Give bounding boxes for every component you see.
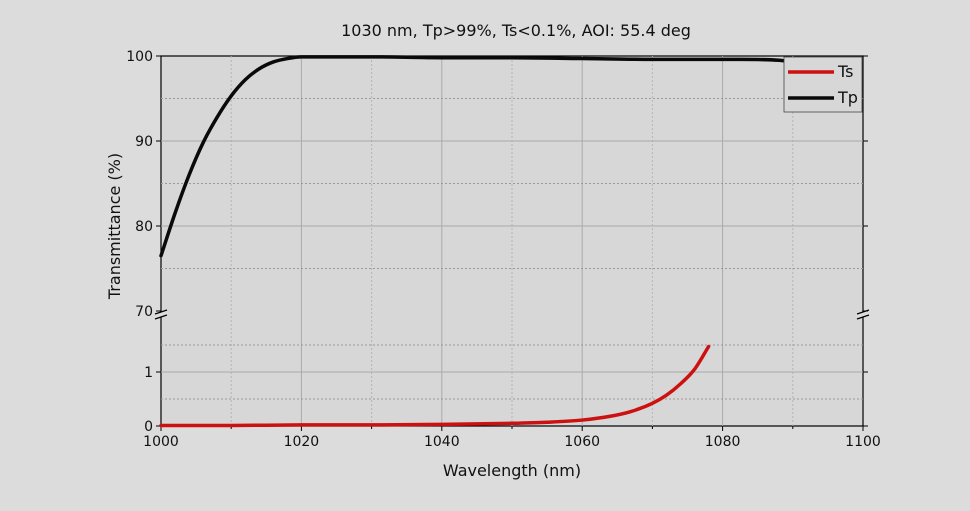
legend-label-tp: Tp xyxy=(837,88,858,107)
axis-break-slash xyxy=(154,309,168,315)
x-tick-label: 1000 xyxy=(143,434,179,450)
legend-label-ts: Ts xyxy=(837,62,853,81)
axis-break-gap xyxy=(154,312,168,317)
y-tick-label-lower: 1 xyxy=(144,365,153,381)
axis-break xyxy=(154,309,870,320)
y-tick-label-upper: 90 xyxy=(135,134,153,150)
series-line-tp xyxy=(159,55,795,258)
x-tick-label: 1060 xyxy=(564,434,600,450)
axis-break-slash xyxy=(856,314,870,320)
x-tick-label: 1080 xyxy=(705,434,741,450)
series-line-ts xyxy=(159,344,711,428)
x-axis-label: Wavelength (nm) xyxy=(443,461,581,480)
axis-break-slash xyxy=(856,309,870,315)
axis-break-gap xyxy=(856,312,870,317)
chart-title: 1030 nm, Tp>99%, Ts<0.1%, AOI: 55.4 deg xyxy=(341,21,691,40)
series-layer xyxy=(159,55,795,428)
legend-box xyxy=(783,56,863,113)
y-axis-label: Transmittance (%) xyxy=(105,153,124,300)
y-tick-label-upper: 80 xyxy=(135,219,153,235)
y-tick-label-upper: 100 xyxy=(126,49,153,65)
x-tick-label: 1040 xyxy=(424,434,460,450)
grid xyxy=(161,56,863,426)
x-tick-label: 1100 xyxy=(845,434,881,450)
y-tick-label-lower: 0 xyxy=(144,419,153,435)
y-tick-label-upper: 70 xyxy=(135,304,153,320)
x-tick-label: 1020 xyxy=(284,434,320,450)
legend: Ts Tp xyxy=(783,56,863,113)
axis-break-slash xyxy=(154,314,168,320)
